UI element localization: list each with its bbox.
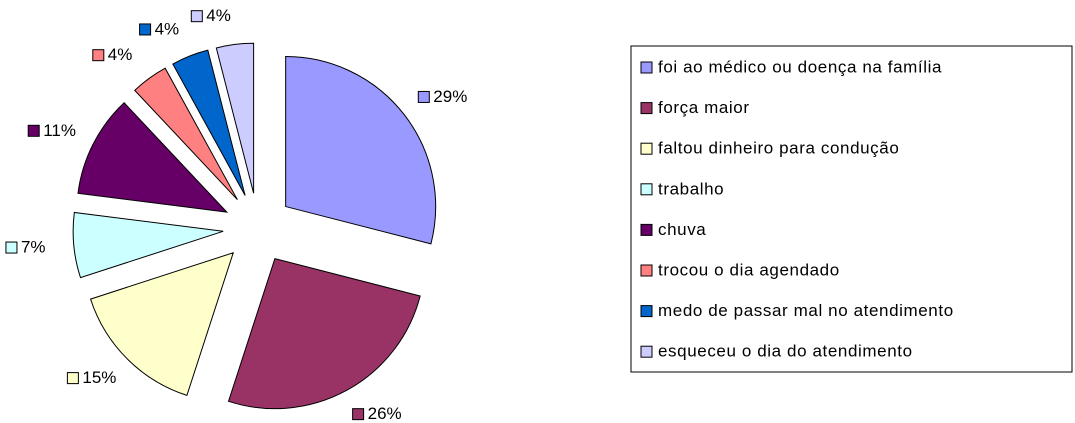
data-label: 4% — [155, 19, 180, 38]
data-label: 4% — [108, 45, 133, 64]
label-marker — [92, 49, 105, 62]
pie-slice — [227, 258, 421, 410]
legend-label: força maior — [658, 98, 750, 117]
label-marker — [190, 10, 203, 23]
pie-slice — [285, 56, 437, 245]
data-label: 26% — [368, 404, 402, 423]
data-label: 15% — [82, 368, 116, 387]
legend-label: trabalho — [658, 179, 724, 198]
legend-label: foi ao médico ou doença na família — [658, 57, 942, 76]
legend-label: chuva — [658, 220, 706, 239]
data-label: 11% — [43, 121, 76, 140]
legend-label: medo de passar mal no atendimento — [658, 301, 954, 320]
label-marker — [352, 408, 365, 421]
pie-slice — [77, 102, 229, 213]
pie-slice — [134, 67, 238, 201]
label-marker — [27, 124, 40, 137]
data-label: 4% — [206, 6, 231, 25]
data-label: 7% — [21, 238, 46, 257]
legend-label: faltou dinheiro para condução — [658, 139, 899, 158]
legend-label: esqueceu o dia do atendimento — [658, 342, 913, 361]
data-label: 29% — [433, 87, 467, 106]
pie-slice — [215, 42, 255, 194]
legend-marker — [640, 142, 653, 155]
legend-marker — [640, 183, 653, 196]
legend-marker — [640, 305, 653, 318]
label-marker — [5, 241, 18, 254]
label-marker — [66, 372, 79, 385]
legend-marker — [640, 264, 653, 277]
legend-marker — [640, 102, 653, 115]
pie-slice — [172, 49, 246, 196]
label-marker — [417, 90, 430, 103]
legend-marker — [640, 223, 653, 236]
pie-slice — [72, 211, 224, 279]
legend-marker — [640, 61, 653, 74]
legend-marker — [640, 345, 653, 358]
legend: foi ao médico ou doença na família força … — [640, 57, 954, 361]
label-marker — [139, 23, 152, 36]
pie-slice — [89, 251, 235, 397]
legend-box — [630, 45, 1073, 373]
legend-label: trocou o dia agendado — [658, 260, 840, 279]
